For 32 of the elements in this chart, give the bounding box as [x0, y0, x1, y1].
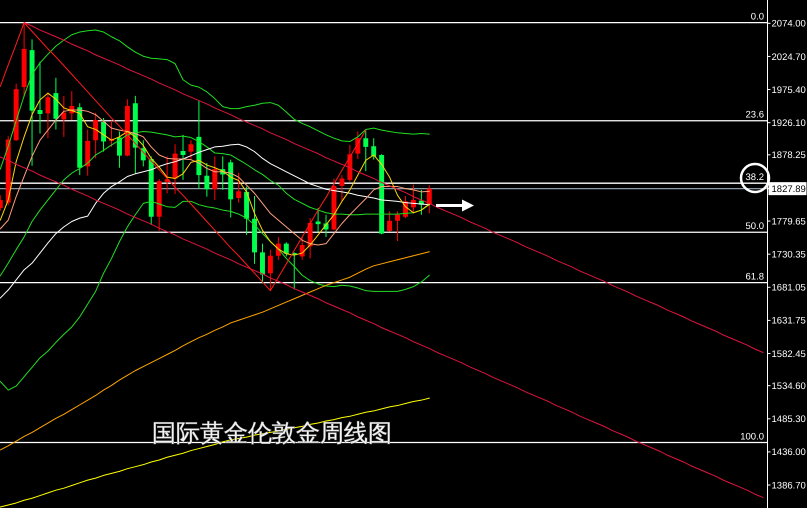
y-tick-label: 1386.70 — [772, 480, 806, 492]
y-tick-label: 1730.35 — [772, 249, 806, 260]
y-tick-label: 1779.65 — [772, 216, 806, 228]
line-series — [0, 22, 366, 292]
annotation: 100.0 — [740, 432, 764, 442]
y-tick-label: 1827.89 — [772, 184, 806, 195]
y-tick-label: 1681.05 — [772, 282, 806, 294]
annotation: 38.2 — [746, 172, 764, 184]
y-tick-label: 1582.45 — [772, 348, 806, 360]
y-tick-label: 1534.60 — [772, 380, 806, 392]
annotation: 0.0 — [750, 12, 764, 23]
line-series — [24, 22, 764, 353]
y-tick-label: 1631.75 — [772, 316, 806, 327]
line-series — [0, 30, 430, 170]
annotation: 50.0 — [746, 221, 764, 232]
y-tick-label: 1975.40 — [772, 84, 806, 96]
line-series — [0, 251, 430, 450]
y-tick-label: 1878.25 — [772, 150, 806, 162]
y-tick-label: 1485.30 — [772, 414, 806, 426]
line-series — [0, 200, 430, 391]
line-series — [0, 398, 430, 508]
line-series — [0, 109, 430, 246]
y-tick-label: 2074.00 — [772, 18, 806, 30]
y-tick-label: 2024.70 — [772, 52, 806, 63]
annotation: 61.8 — [746, 272, 764, 283]
line-series — [0, 92, 430, 256]
y-tick-label: 1926.10 — [772, 118, 806, 129]
line-series — [0, 156, 764, 498]
line-series — [0, 130, 430, 276]
candlestick — [38, 62, 42, 134]
y-tick-label: 1436.00 — [772, 447, 806, 458]
annotation: 23.6 — [746, 110, 764, 121]
